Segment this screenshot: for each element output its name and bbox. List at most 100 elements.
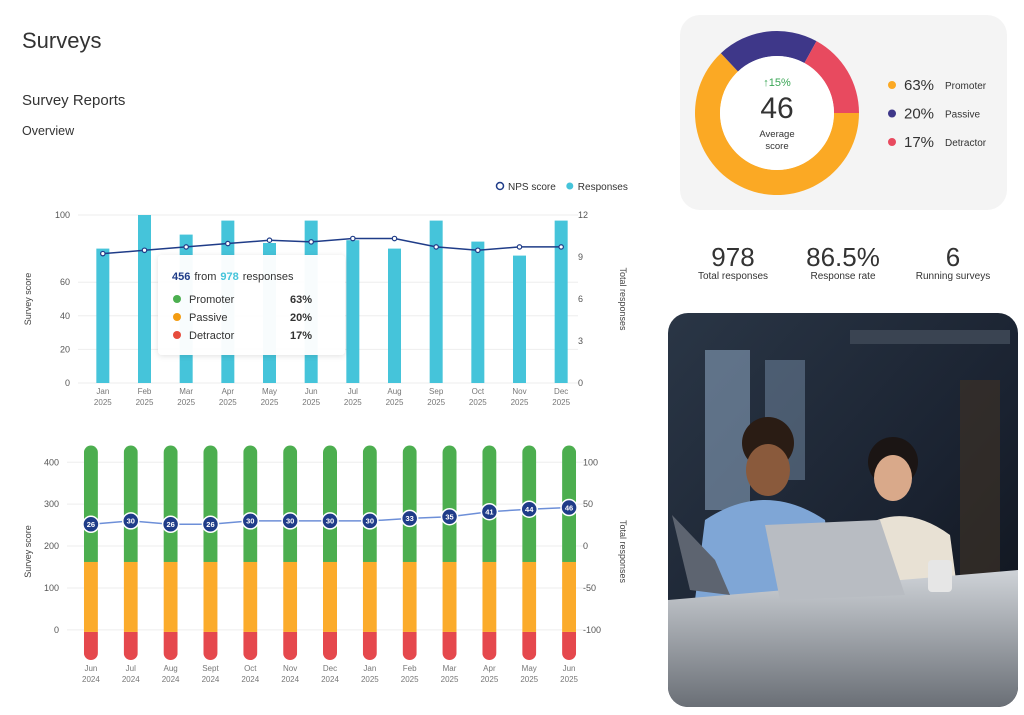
y2-tick-label: 50: [583, 499, 593, 509]
data-label: 44: [525, 505, 534, 514]
y-tick-label: 400: [44, 457, 59, 467]
y-tick-label: 60: [60, 277, 70, 287]
x-tick-month: Dec: [323, 664, 337, 673]
x-tick-month: Sept: [202, 664, 219, 673]
bar-segment: [442, 631, 457, 660]
x-tick-year: 2024: [122, 675, 140, 684]
line-point: [201, 515, 220, 534]
line-point: [433, 244, 439, 250]
y2-tick-label: 6: [578, 294, 583, 304]
y2-tick-label: 3: [578, 336, 583, 346]
legend-swatch: [888, 109, 896, 118]
tooltip-item-name: Passive: [189, 312, 228, 324]
y2-tick-label: -100: [583, 625, 601, 635]
x-tick-label: Oct 2025: [469, 387, 487, 407]
bar: [388, 248, 401, 383]
donut-hole: [720, 56, 834, 170]
tooltip-unit: responses: [243, 271, 294, 283]
line-point: [183, 244, 189, 250]
x-tick-month: Apr: [483, 664, 496, 673]
x-tick-label: Nov 2024: [281, 664, 299, 684]
x-tick-year: 2025: [386, 398, 404, 407]
x-tick-label: May 2025: [520, 664, 538, 684]
x-tick-month: Jan: [96, 387, 109, 396]
y2-tick-label: 0: [578, 378, 583, 388]
x-tick-year: 2025: [552, 398, 570, 407]
y-tick-label: 100: [44, 583, 59, 593]
x-tick-month: Nov: [283, 664, 297, 673]
y-tick-label: 40: [60, 311, 70, 321]
tooltip-item-value: 20%: [290, 312, 312, 324]
tooltip-from: from: [194, 271, 216, 283]
y2-tick-label: 9: [578, 252, 583, 262]
bar-segment: [243, 631, 258, 660]
bar-segment: [402, 561, 417, 632]
x-tick-year: 2024: [321, 675, 339, 684]
bar-segment: [402, 445, 417, 562]
stat-label: Running surveys: [916, 271, 990, 282]
line-point: [440, 507, 459, 526]
legend-value: 20%: [904, 106, 934, 123]
x-tick-month: Jul: [348, 387, 358, 396]
x-tick-year: 2025: [94, 398, 112, 407]
legend-label: Responses: [578, 182, 628, 193]
tooltip-header: 456 from 978 responses: [172, 271, 294, 283]
y-tick-label: 0: [65, 378, 70, 388]
line-point: [161, 515, 180, 534]
bar-segment: [402, 631, 417, 660]
x-tick-label: Feb 2025: [136, 387, 154, 407]
tooltip-count: 456: [172, 271, 190, 283]
stat-label: Total responses: [698, 271, 768, 282]
line-point: [400, 509, 419, 528]
x-tick-label: Jan 2025: [361, 664, 379, 684]
tooltip-item-value: 63%: [290, 294, 312, 306]
center-label: Average: [759, 129, 794, 140]
bar-segment: [283, 631, 298, 660]
line-point: [321, 512, 339, 530]
bar-segment: [323, 631, 337, 660]
x-tick-month: Jul: [126, 664, 136, 673]
tooltip-dot: [173, 331, 181, 339]
tooltip: [158, 255, 345, 355]
x-tick-month: Mar: [179, 387, 193, 396]
line-point: [480, 502, 499, 521]
line-point: [241, 512, 260, 530]
bar-segment: [203, 631, 218, 660]
y-axis-title: Survey score: [23, 273, 33, 326]
tooltip-item-value: 17%: [290, 330, 312, 342]
stat-value: 6: [946, 242, 960, 272]
x-tick-month: Jan: [363, 664, 376, 673]
page-title: Surveys: [22, 28, 101, 53]
section-title: Survey Reports: [22, 92, 125, 109]
line-point: [308, 239, 314, 245]
legend-label: Promoter: [945, 81, 987, 92]
x-tick-label: Jul 2024: [122, 664, 140, 684]
x-tick-label: Mar 2025: [441, 664, 459, 684]
donut-slice: [804, 41, 859, 113]
x-tick-year: 2025: [261, 398, 279, 407]
bar-segment: [522, 631, 537, 660]
x-tick-label: Nov 2025: [511, 387, 529, 407]
x-tick-label: Oct 2024: [241, 664, 259, 684]
y-tick-label: 200: [44, 541, 59, 551]
x-tick-label: Sept 2024: [202, 664, 220, 684]
bar-segment: [83, 631, 98, 660]
bar-segment: [83, 561, 98, 632]
bar-segment: [482, 561, 497, 632]
line-point: [558, 244, 564, 250]
bar-segment: [362, 445, 377, 562]
x-tick-month: Feb: [403, 664, 417, 673]
bar-segment: [323, 561, 337, 632]
x-tick-year: 2025: [177, 398, 195, 407]
bar-segment: [442, 445, 457, 562]
tooltip-dot: [173, 313, 181, 321]
x-tick-year: 2025: [401, 675, 419, 684]
x-tick-label: Jun 2025: [560, 664, 578, 684]
x-tick-year: 2025: [427, 398, 445, 407]
bar: [554, 220, 568, 383]
bar-segment: [123, 445, 138, 562]
x-tick-year: 2025: [560, 675, 578, 684]
x-tick-label: Apr 2025: [219, 387, 237, 407]
bar-segment: [283, 561, 298, 632]
